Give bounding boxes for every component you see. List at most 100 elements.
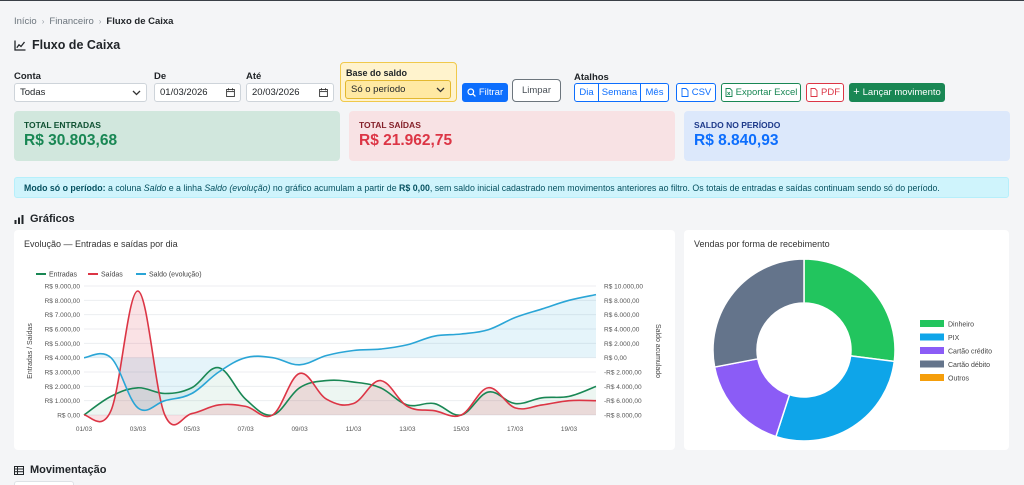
evolucao-line-chart: Entradas Saídas Saldo (evolução) R$ 0,00 R$… [27, 272, 661, 434]
file-pdf-icon [810, 88, 818, 97]
pie-slice-2[interactable] [713, 357, 791, 438]
base-saldo-select[interactable]: Só o período [345, 80, 451, 99]
chevron-down-icon [436, 87, 445, 92]
ate-date-input[interactable]: 20/03/2026 [246, 83, 334, 102]
total-saidas-value: R$ 21.962,75 [359, 132, 453, 149]
lancar-movimento-label: Lançar movimento [862, 87, 941, 98]
vendas-chart-panel: Vendas por forma de recebimento Dinheiro… [684, 230, 1009, 450]
calendar-icon [226, 88, 235, 97]
pie-legend-label-3[interactable]: Cartão débito [948, 362, 990, 369]
breadcrumb: Início › Financeiro › Fluxo de Caixa [14, 16, 173, 27]
csv-button[interactable]: CSV [676, 83, 716, 102]
breadcrumb-inicio[interactable]: Início [14, 16, 37, 27]
y2-tick-label: -R$ 6.000,00 [604, 398, 642, 405]
legend-label-0[interactable]: Entradas [49, 272, 78, 279]
y-axis-label: Entradas / Saídas [27, 323, 34, 379]
alert-strong-mode: Modo só o período: [24, 182, 106, 193]
x-tick-label: 17/03 [507, 426, 524, 433]
y2-axis-label: Saldo acumulado [654, 324, 661, 378]
x-tick-label: 13/03 [399, 426, 416, 433]
filtrar-label: Filtrar [478, 87, 504, 98]
pie-slice-3[interactable] [712, 258, 805, 368]
series-line-1[interactable] [83, 290, 597, 426]
atalho-mes-label: Mês [645, 87, 664, 98]
x-tick-label: 03/03 [130, 426, 147, 433]
movimentacao-toolbar-stub[interactable] [14, 481, 74, 485]
filtrar-button[interactable]: Filtrar [462, 83, 508, 102]
chevron-down-icon [132, 90, 141, 95]
chevron-right-icon: › [98, 17, 102, 26]
graficos-title: Gráficos [30, 213, 75, 225]
y2-tick-label: R$ 4.000,00 [604, 327, 640, 334]
y2-tick-label: R$ 10.000,00 [604, 284, 643, 291]
lancar-movimento-button[interactable]: + Lançar movimento [849, 83, 945, 102]
y-tick-label: R$ 9.000,00 [45, 284, 81, 291]
y-tick-label: R$ 3.000,00 [45, 370, 81, 377]
pie-slice-1[interactable] [774, 355, 896, 442]
y2-tick-label: -R$ 2.000,00 [604, 370, 642, 377]
pie-legend-label-2[interactable]: Cartão crédito [948, 349, 992, 356]
movimentacao-title: Movimentação [30, 464, 107, 476]
pie-legend-swatch-2[interactable] [920, 347, 944, 354]
alert-text-2: e a linha [166, 182, 205, 193]
y-tick-label: R$ 4.000,00 [45, 355, 81, 362]
ate-value: 20/03/2026 [252, 87, 300, 98]
pie-legend-label-0[interactable]: Dinheiro [948, 322, 974, 329]
info-alert: Modo só o período: a coluna Saldo e a li… [14, 177, 1009, 198]
de-value: 01/03/2026 [160, 87, 208, 98]
calendar-icon [319, 88, 328, 97]
plus-icon: + [853, 86, 860, 98]
y-tick-label: R$ 7.000,00 [45, 312, 81, 319]
limpar-label: Limpar [521, 85, 552, 96]
x-tick-label: 07/03 [238, 426, 255, 433]
y2-tick-label: -R$ 4.000,00 [604, 384, 642, 391]
line-chart-icon [14, 40, 26, 51]
vendas-donut-chart: Dinheiro PIX Cartão crédito Cartão débito Ou… [712, 258, 992, 442]
pdf-button[interactable]: PDF [806, 83, 844, 102]
alert-text-3: no gráfico acumulam a partir de [270, 182, 400, 193]
de-date-input[interactable]: 01/03/2026 [154, 83, 241, 102]
base-saldo-value: Só o período [351, 84, 406, 95]
evolucao-chart-title: Evolução — Entradas e saídas por dia [24, 239, 178, 249]
x-tick-label: 01/03 [76, 426, 93, 433]
base-saldo-label: Base do saldo [346, 68, 408, 78]
pie-legend-swatch-0[interactable] [920, 320, 944, 327]
legend-label-1[interactable]: Saídas [101, 272, 123, 279]
total-saidas-card: TOTAL SAÍDAS R$ 21.962,75 [349, 111, 675, 161]
series-line-2[interactable] [83, 293, 597, 412]
y2-tick-label: -R$ 8.000,00 [604, 413, 642, 420]
pie-slice-0[interactable] [803, 258, 896, 363]
y-tick-label: R$ 5.000,00 [45, 341, 81, 348]
file-icon [681, 88, 689, 97]
x-tick-label: 09/03 [291, 426, 308, 433]
pie-legend-swatch-4[interactable] [920, 374, 944, 381]
limpar-button[interactable]: Limpar [512, 79, 561, 102]
ate-label: Até [246, 71, 262, 82]
atalho-semana-button[interactable]: Semana [598, 83, 641, 102]
export-excel-button[interactable]: Exportar Excel [721, 83, 801, 102]
vendas-chart-title: Vendas por forma de recebimento [694, 239, 830, 249]
pdf-label: PDF [821, 87, 840, 98]
atalhos-label: Atalhos [574, 72, 609, 83]
pie-legend-swatch-1[interactable] [920, 333, 944, 341]
y-tick-label: R$ 8.000,00 [45, 298, 81, 305]
bar-chart-icon [14, 214, 24, 224]
conta-select[interactable]: Todas [14, 83, 147, 102]
conta-label: Conta [14, 71, 41, 82]
atalho-dia-button[interactable]: Dia [574, 83, 599, 102]
pie-legend-swatch-3[interactable] [920, 360, 944, 368]
series-line-0[interactable] [83, 366, 597, 417]
breadcrumb-financeiro[interactable]: Financeiro [49, 16, 94, 27]
chevron-right-icon: › [41, 17, 45, 26]
csv-label: CSV [691, 87, 712, 98]
atalho-mes-button[interactable]: Mês [640, 83, 669, 102]
search-icon [467, 88, 476, 97]
x-tick-label: 11/03 [346, 426, 362, 433]
y2-tick-label: R$ 8.000,00 [604, 298, 640, 305]
pie-legend-label-1[interactable]: PIX [948, 335, 960, 342]
alert-saldo-em: Saldo [143, 182, 167, 193]
alert-evolucao-em: Saldo (evolução) [204, 182, 271, 193]
pie-legend-label-4[interactable]: Outros [948, 376, 970, 383]
legend-label-2[interactable]: Saldo (evolução) [149, 272, 202, 279]
evolucao-chart-panel: Evolução — Entradas e saídas por dia Ent… [14, 230, 675, 450]
